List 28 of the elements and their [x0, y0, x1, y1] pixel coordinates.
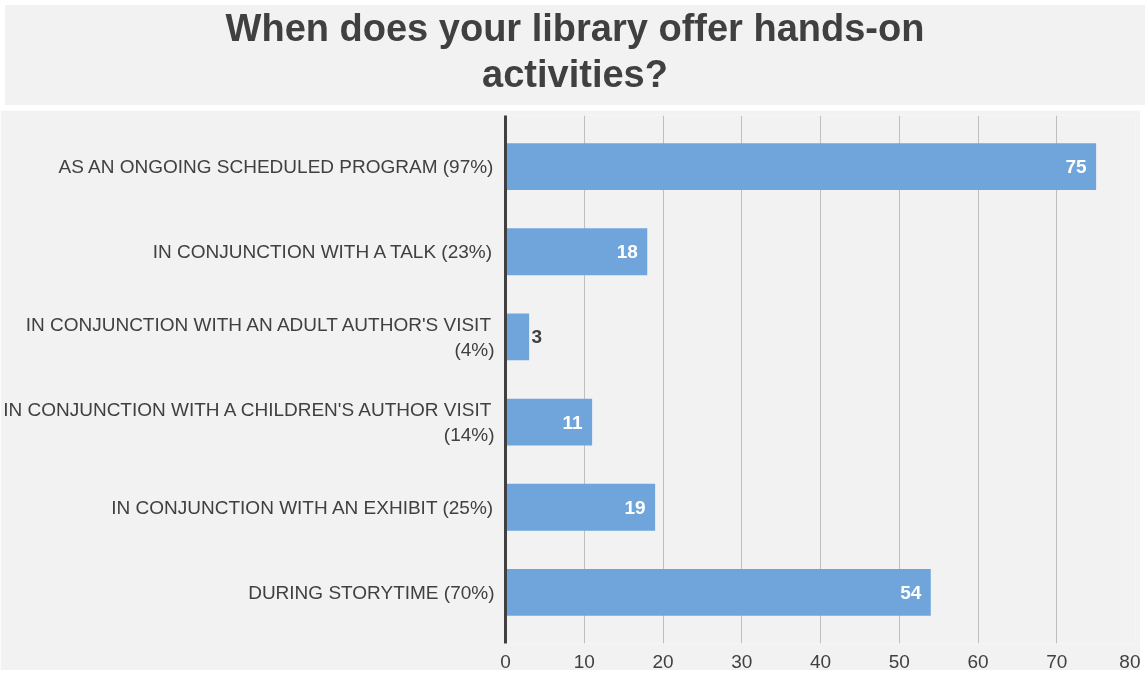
data-label: 11 — [562, 411, 584, 433]
chart-title: When does your library offer hands-on activities? — [224, 6, 926, 97]
bar — [505, 143, 1097, 191]
y-tick-label: IN CONJUNCTION WITH AN EXHIBIT (25%) — [111, 496, 494, 518]
bar — [505, 398, 593, 446]
y-tick-label: IN CONJUNCTION WITH A TALK (23%) — [152, 241, 493, 263]
bar — [505, 483, 656, 531]
x-tick-label: 10 — [573, 650, 595, 672]
x-tick-label: 70 — [1046, 650, 1068, 672]
data-label: 3 — [531, 326, 543, 348]
x-tick-label: 30 — [731, 650, 753, 672]
x-tick-label: 60 — [967, 650, 989, 672]
data-label: 18 — [616, 241, 638, 263]
y-tick-label: AS AN ONGOING SCHEDULED PROGRAM (97%) — [58, 156, 494, 178]
x-tick-label: 50 — [888, 650, 910, 672]
data-label: 75 — [1065, 156, 1088, 178]
x-tick-label: 20 — [652, 650, 674, 672]
x-tick-label: 80 — [1119, 650, 1141, 672]
y-tick-label: IN CONJUNCTION WITH AN ADULT AUTHOR'S VISIT (4%) — [25, 313, 495, 361]
y-tick-label: IN CONJUNCTION WITH A CHILDREN'S AUTHOR VISIT (14%) — [3, 398, 495, 446]
bar — [505, 568, 931, 616]
x-tick-label: 0 — [500, 650, 511, 672]
y-tick-label: DURING STORYTIME (70%) — [248, 581, 495, 603]
data-label: 19 — [624, 496, 646, 518]
x-tick-label: 40 — [809, 650, 832, 672]
data-label: 54 — [900, 581, 922, 603]
bar — [505, 313, 530, 361]
bar — [505, 228, 648, 276]
